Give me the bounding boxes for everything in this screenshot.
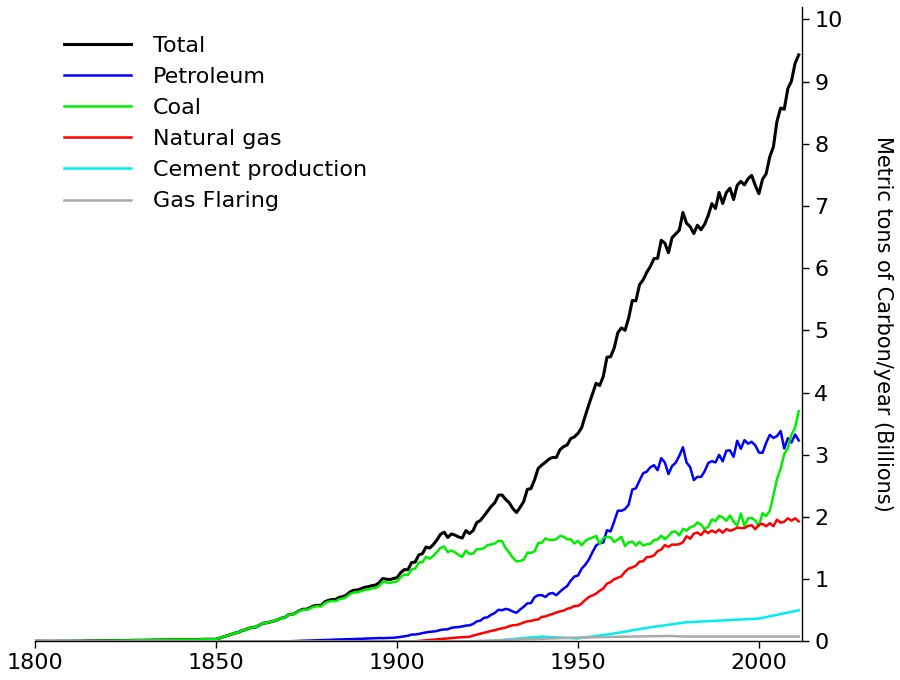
- Natural gas: [69, 637, 80, 645]
- Cement production: [69, 637, 80, 645]
- Cement production: [685, 618, 696, 626]
- Natural gas: [688, 530, 699, 538]
- Petroleum: [269, 637, 280, 645]
- Line: Petroleum: Petroleum: [35, 431, 798, 641]
- Coal: [576, 541, 587, 549]
- Coal: [73, 637, 84, 645]
- Line: Natural gas: Natural gas: [35, 518, 798, 641]
- Gas Flaring: [594, 633, 605, 641]
- Cement production: [594, 632, 605, 640]
- Petroleum: [88, 637, 99, 645]
- Cement production: [399, 637, 410, 645]
- Cement production: [88, 637, 99, 645]
- Total: [44, 637, 55, 645]
- Natural gas: [402, 637, 413, 645]
- Total: [688, 229, 699, 237]
- Line: Coal: Coal: [35, 411, 798, 641]
- Coal: [55, 637, 66, 645]
- Total: [598, 372, 608, 380]
- Natural gas: [88, 637, 99, 645]
- Petroleum: [30, 637, 40, 645]
- Petroleum: [576, 564, 587, 573]
- Coal: [598, 534, 608, 542]
- Petroleum: [793, 437, 804, 445]
- Cement production: [572, 634, 583, 643]
- Gas Flaring: [793, 632, 804, 641]
- Natural gas: [782, 514, 793, 522]
- Gas Flaring: [69, 637, 80, 645]
- Line: Total: Total: [35, 55, 798, 641]
- Cement production: [30, 637, 40, 645]
- Coal: [402, 571, 413, 579]
- Cement production: [793, 607, 804, 615]
- Gas Flaring: [30, 637, 40, 645]
- Gas Flaring: [572, 634, 583, 642]
- Natural gas: [598, 585, 608, 593]
- Total: [92, 636, 103, 645]
- Natural gas: [149, 637, 160, 645]
- Total: [576, 424, 587, 432]
- Petroleum: [688, 476, 699, 484]
- Line: Gas Flaring: Gas Flaring: [35, 636, 798, 641]
- Total: [30, 637, 40, 645]
- Coal: [92, 636, 103, 645]
- Gas Flaring: [399, 637, 410, 645]
- Natural gas: [793, 517, 804, 526]
- Coal: [30, 637, 40, 645]
- Total: [73, 637, 84, 645]
- Gas Flaring: [663, 632, 674, 640]
- Petroleum: [598, 539, 608, 547]
- Natural gas: [30, 637, 40, 645]
- Petroleum: [402, 632, 413, 640]
- Legend: Total, Petroleum, Coal, Natural gas, Cement production, Gas Flaring: Total, Petroleum, Coal, Natural gas, Cem…: [47, 18, 385, 229]
- Y-axis label: Metric tons of Carbon/year (Billions): Metric tons of Carbon/year (Billions): [873, 136, 893, 512]
- Coal: [793, 407, 804, 415]
- Total: [793, 51, 804, 59]
- Petroleum: [69, 637, 80, 645]
- Coal: [688, 522, 699, 530]
- Gas Flaring: [88, 637, 99, 645]
- Total: [402, 566, 413, 574]
- Gas Flaring: [688, 632, 699, 641]
- Line: Cement production: Cement production: [35, 611, 798, 641]
- Petroleum: [775, 427, 786, 435]
- Natural gas: [576, 599, 587, 607]
